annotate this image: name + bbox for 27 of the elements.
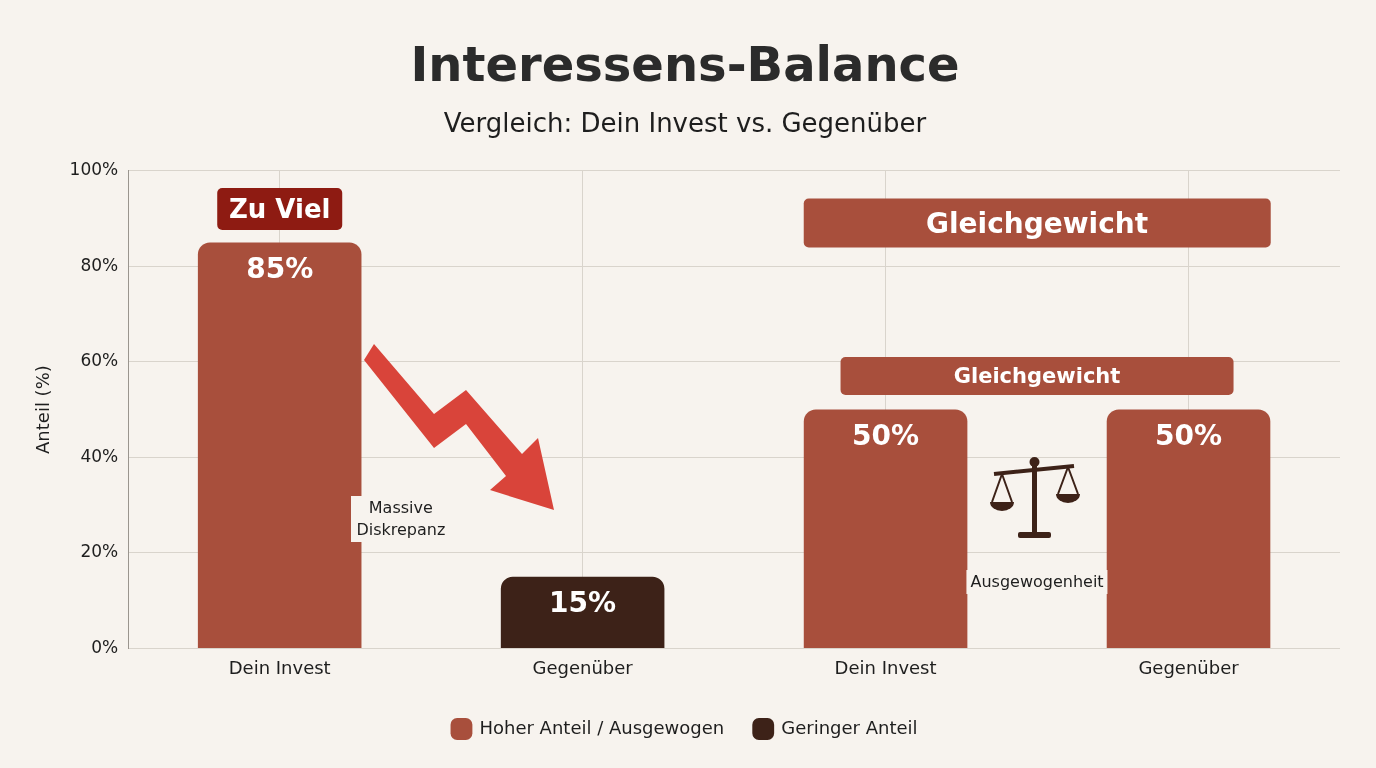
label-banner: Gleichgewicht bbox=[803, 198, 1271, 248]
legend-label: Geringer Anteil bbox=[781, 716, 918, 738]
y-tick-label: 60% bbox=[80, 350, 119, 371]
label-banner: Gleichgewicht bbox=[840, 357, 1234, 396]
x-tick-label: Gegenüber bbox=[532, 656, 634, 678]
data-label: 15% bbox=[549, 586, 617, 620]
data-label: 50% bbox=[1155, 418, 1223, 452]
chart-subtitle: Vergleich: Dein Invest vs. Gegenüber bbox=[443, 107, 927, 138]
y-tick-label: 100% bbox=[69, 159, 119, 180]
data-label: 85% bbox=[246, 251, 314, 285]
bar bbox=[803, 409, 968, 648]
label-banner: Zu Viel bbox=[216, 188, 343, 230]
annotation: Ausgewogenheit bbox=[966, 569, 1108, 594]
y-tick-label: 20% bbox=[80, 541, 119, 562]
bar bbox=[1106, 409, 1271, 648]
legend-label: Hoher Anteil / Ausgewogen bbox=[479, 716, 725, 738]
bar bbox=[500, 576, 665, 648]
x-tick-label: Dein Invest bbox=[834, 656, 937, 678]
chart-title: Interessens-Balance bbox=[410, 36, 960, 93]
y-tick-label: 0% bbox=[91, 636, 119, 657]
x-tick-label: Dein Invest bbox=[228, 656, 331, 678]
data-label: 50% bbox=[852, 418, 920, 452]
y-tick-label: 80% bbox=[80, 254, 119, 275]
annotation: Massive Diskrepanz bbox=[350, 496, 451, 543]
y-axis-title: Anteil (%) bbox=[32, 365, 54, 454]
x-tick-label: Gegenüber bbox=[1138, 656, 1240, 678]
y-tick-label: 40% bbox=[80, 445, 119, 466]
